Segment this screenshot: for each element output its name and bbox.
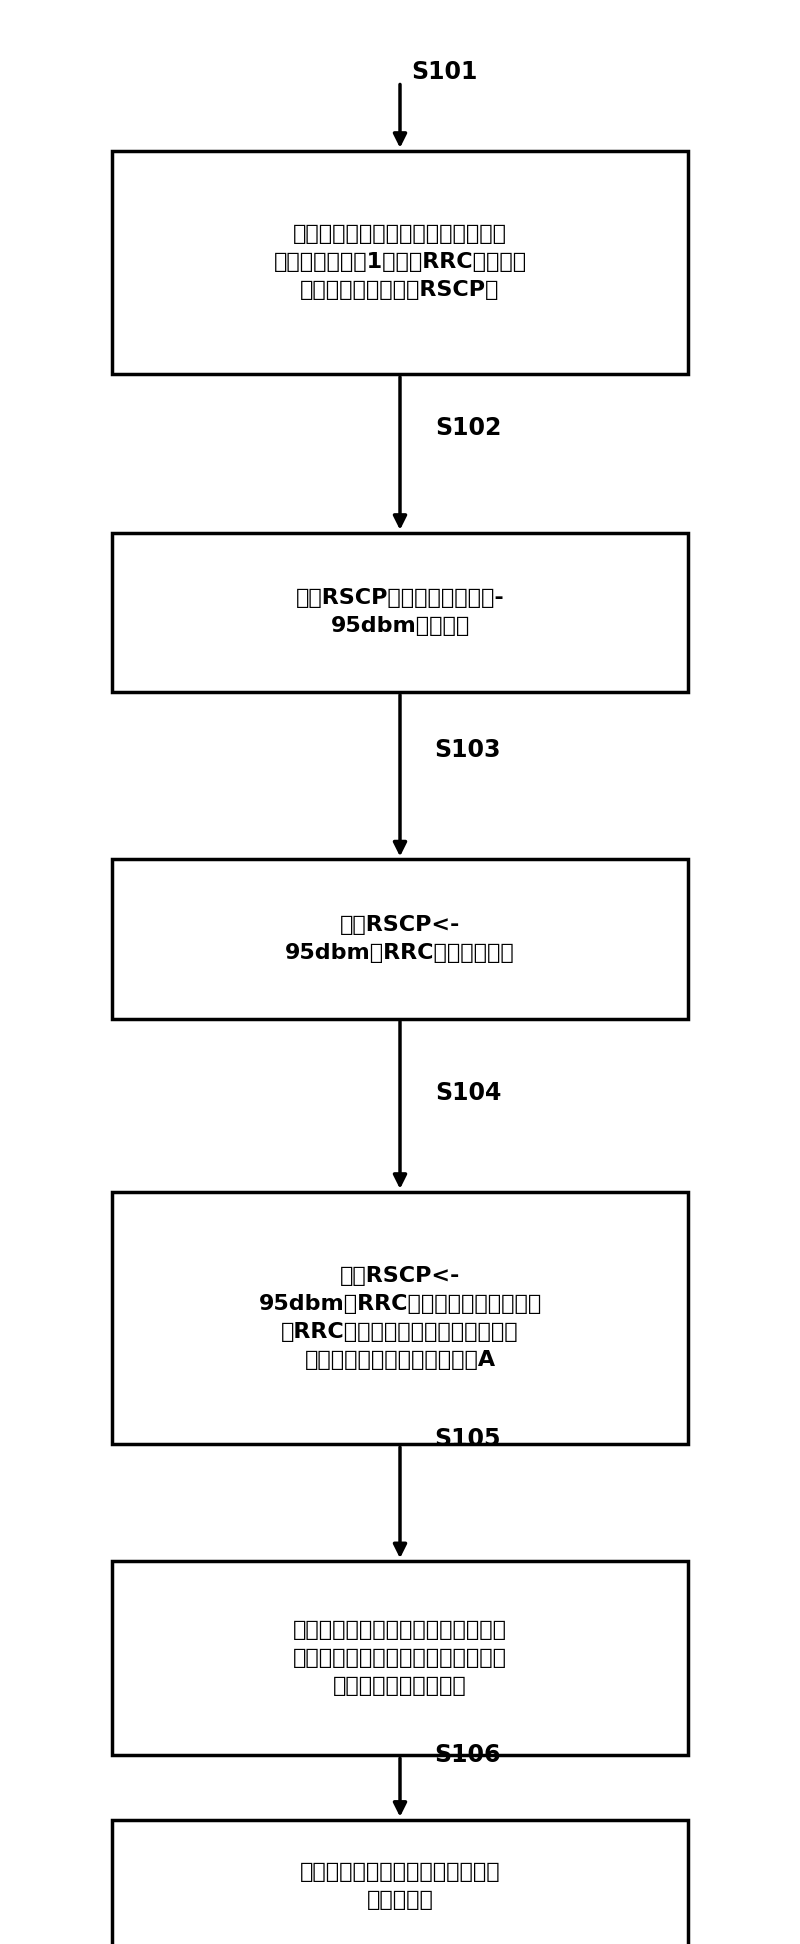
Text: 获取RSCP<-
95dbm的RRC连接请求次数: 获取RSCP<- 95dbm的RRC连接请求次数	[285, 916, 515, 962]
Text: S106: S106	[434, 1744, 502, 1767]
Text: S105: S105	[434, 1427, 502, 1450]
FancyBboxPatch shape	[112, 533, 688, 692]
Text: S101: S101	[411, 60, 477, 84]
Text: 基于上述第一判决值判断各个小区是
否满足第一条件，所述第一条件为第
一判决值大于第一阈值: 基于上述第一判决值判断各个小区是 否满足第一条件，所述第一条件为第 一判决值大于…	[293, 1619, 507, 1697]
Text: 满足所述第一条件的小区覆盖区域
存在弱覆盖: 满足所述第一条件的小区覆盖区域 存在弱覆盖	[300, 1862, 500, 1909]
Text: 比较RSCP与第一预定值（如-
95dbm）的大小: 比较RSCP与第一预定值（如- 95dbm）的大小	[296, 589, 504, 636]
Text: S102: S102	[435, 416, 501, 439]
FancyBboxPatch shape	[112, 152, 688, 373]
Text: S103: S103	[434, 739, 502, 762]
Text: 计算RSCP<-
95dbm的RRC连接请求次数占该小区
中RRC连接请求总次数的比值，将该
比值作为第一判决值，表示为A: 计算RSCP<- 95dbm的RRC连接请求次数占该小区 中RRC连接请求总次数…	[258, 1266, 542, 1371]
FancyBboxPatch shape	[112, 1820, 688, 1944]
FancyBboxPatch shape	[112, 1192, 688, 1444]
FancyBboxPatch shape	[112, 1561, 688, 1755]
Text: S104: S104	[435, 1081, 501, 1104]
Text: 从所述网络的后台系统中提取各个小
区在时间粒度为1天内的RRC连接建立
时的第一电平值，即RSCP值: 从所述网络的后台系统中提取各个小 区在时间粒度为1天内的RRC连接建立 时的第一…	[274, 224, 526, 301]
FancyBboxPatch shape	[112, 859, 688, 1019]
